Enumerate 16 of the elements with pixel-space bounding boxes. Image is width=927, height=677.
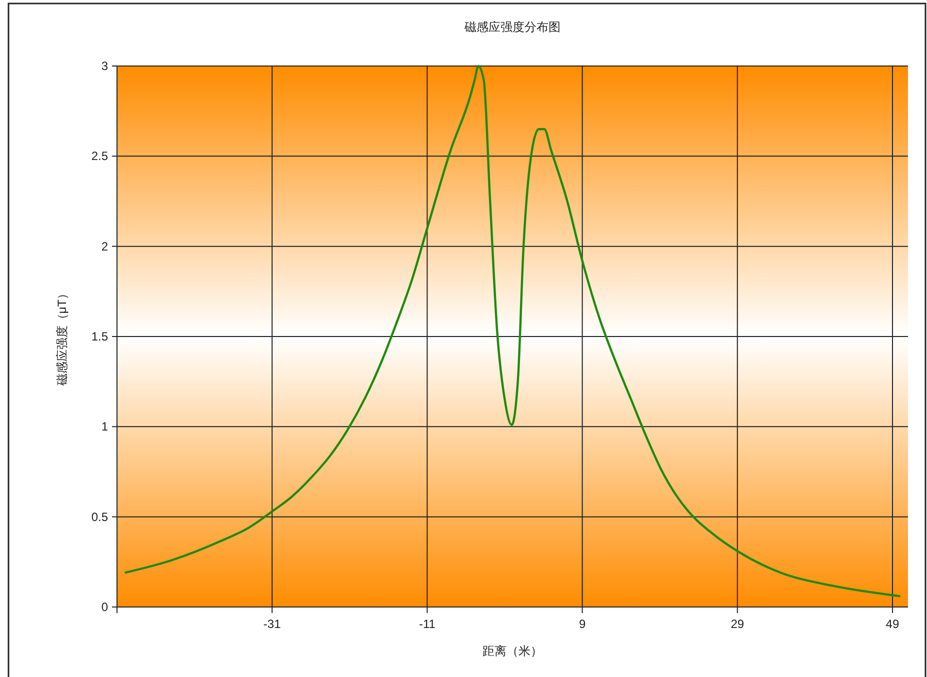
x-tick-label: 9 — [578, 617, 586, 631]
y-tick-label: 2 — [101, 239, 108, 254]
x-tick-label: 29 — [730, 617, 744, 631]
y-tick-label: 2.5 — [91, 149, 108, 164]
y-tick-label: 0.5 — [91, 510, 108, 524]
y-tick-label: 1 — [101, 420, 108, 434]
x-axis-title: 距离（米） — [482, 644, 542, 658]
chart-title: 磁感应强度分布图 — [464, 20, 560, 34]
x-tick-label: -11 — [418, 617, 436, 631]
x-tick-label: 49 — [886, 617, 900, 631]
y-tick-label: 3 — [101, 59, 108, 73]
y-tick-label: 0 — [101, 600, 108, 614]
y-axis-title: 磁感应强度（μT） — [55, 287, 69, 387]
line-series — [124, 64, 902, 598]
y-tick-label: 1.5 — [91, 330, 108, 344]
x-tick-label: -31 — [263, 617, 282, 631]
